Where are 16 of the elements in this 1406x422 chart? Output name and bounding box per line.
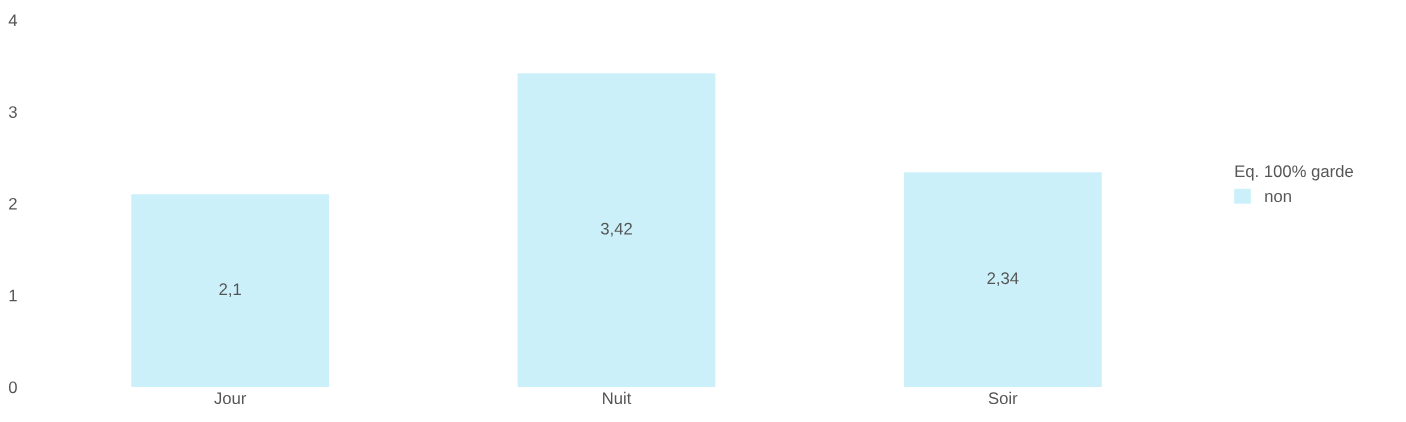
x-tick-label: Jour — [214, 392, 247, 405]
bar — [903, 172, 1102, 387]
y-tick-label: 3 — [8, 106, 17, 118]
legend-title: Eq. 100% garde — [1235, 164, 1353, 181]
bar — [517, 73, 716, 387]
y-tick-label: 4 — [8, 14, 18, 27]
y-tick-label: 0 — [8, 381, 17, 394]
x-tick-label: Soir — [988, 391, 1018, 405]
x-tick-label: Nuit — [603, 391, 632, 405]
data-label: 2,34 — [987, 272, 1019, 287]
bar — [131, 194, 330, 387]
y-tick-label: 1 — [9, 289, 17, 302]
data-label: 3,42 — [600, 222, 632, 237]
data-label: 2,1 — [219, 283, 241, 298]
legend-label: non — [1265, 192, 1291, 203]
y-tick-label: 2 — [9, 197, 17, 210]
